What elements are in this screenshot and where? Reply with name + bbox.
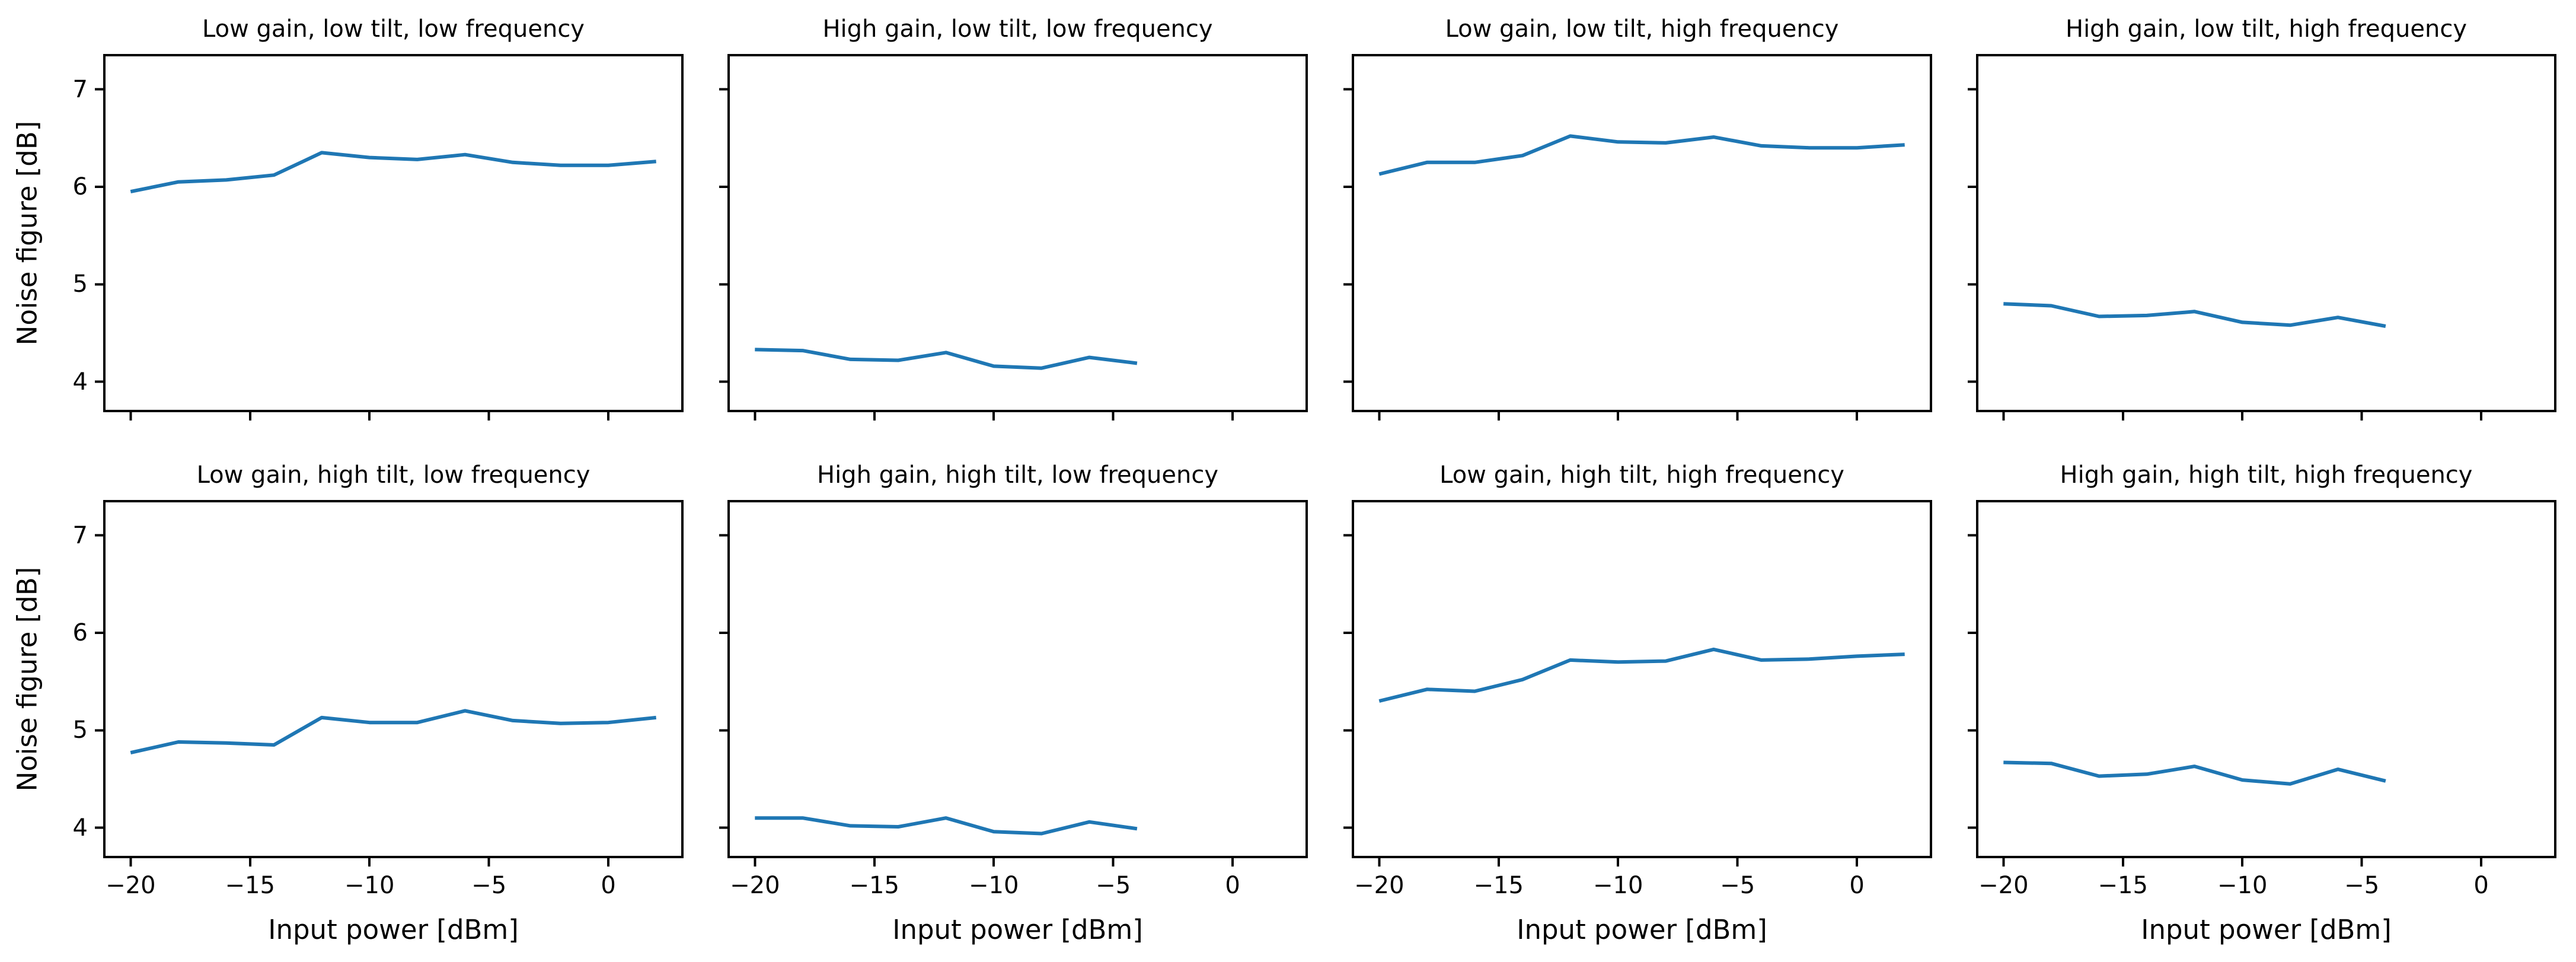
subplot-title: Low gain, low tilt, high frequency [1445,15,1839,43]
subplot-title: Low gain, high tilt, low frequency [196,461,590,489]
y-tick-label: 5 [72,716,88,744]
subplot-title: Low gain, high tilt, high frequency [1439,461,1844,489]
x-tick-label: −10 [2217,872,2268,899]
x-axis-label: Input power [dBm] [1517,914,1767,945]
subplot-title: High gain, low tilt, low frequency [822,15,1213,43]
x-tick-label: −5 [1096,872,1131,899]
subplot-title: Low gain, low tilt, low frequency [202,15,585,43]
y-tick-label: 7 [72,75,88,103]
x-tick-label: −20 [730,872,780,899]
y-tick-label: 6 [72,619,88,646]
data-line [755,816,1138,836]
x-axis-label: Input power [dBm] [268,914,519,945]
subplot-title: High gain, high tilt, high frequency [2060,461,2473,489]
x-tick-label: −10 [1592,872,1643,899]
x-axis-label: Input power [dBm] [2141,914,2392,945]
data-line [2003,302,2386,328]
y-tick-label: 5 [72,270,88,298]
y-tick-label: 7 [72,521,88,549]
axes-frame [103,54,684,412]
subplot-title: High gain, high tilt, low frequency [816,461,1219,489]
y-axis-label: Noise figure [dB] [11,120,43,346]
y-axis-label: Noise figure [dB] [11,566,43,792]
axes-frame [727,500,1308,858]
x-tick-label: −20 [1978,872,2029,899]
x-tick-label: −15 [2098,872,2148,899]
x-tick-label: −5 [1720,872,1755,899]
data-line [755,348,1138,370]
x-tick-label: −5 [2344,872,2380,899]
axes-frame [1352,500,1932,858]
y-tick-label: 6 [72,173,88,200]
x-tick-label: −10 [344,872,395,899]
subplot-title: High gain, low tilt, high frequency [2065,15,2468,43]
data-line [1378,134,1905,176]
x-tick-label: −20 [106,872,156,899]
x-tick-label: 0 [601,872,616,899]
x-tick-label: −10 [968,872,1019,899]
axes-frame [103,500,684,858]
axes-frame [1352,54,1932,412]
x-tick-label: −15 [1473,872,1524,899]
y-tick-label: 4 [72,814,88,842]
axes-frame [1976,500,2556,858]
x-tick-label: 0 [1225,872,1240,899]
x-tick-label: −15 [225,872,275,899]
x-tick-label: −5 [471,872,507,899]
x-tick-label: 0 [1849,872,1865,899]
x-axis-label: Input power [dBm] [892,914,1143,945]
axes-frame [727,54,1308,412]
axes-frame [1976,54,2556,412]
data-line [1378,647,1905,703]
data-line [130,709,657,755]
x-tick-label: 0 [2473,872,2489,899]
data-line [2003,760,2386,786]
y-tick-label: 4 [72,368,88,396]
x-tick-label: −20 [1354,872,1404,899]
data-line [130,151,656,194]
x-tick-label: −15 [849,872,899,899]
